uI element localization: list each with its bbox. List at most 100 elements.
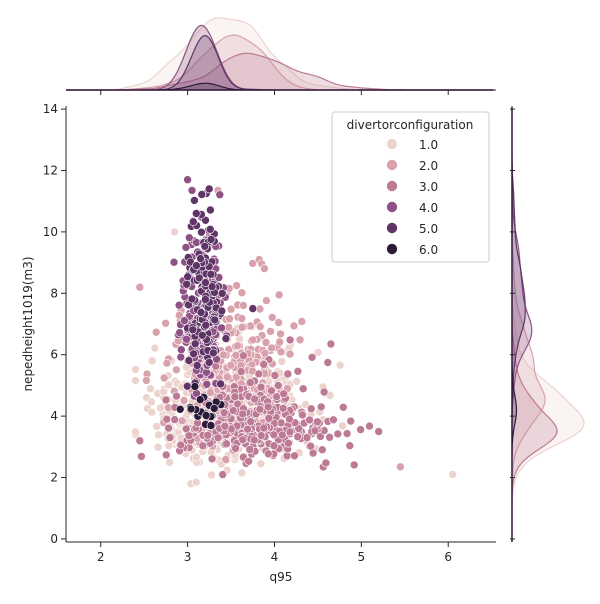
scatter-point	[262, 296, 271, 305]
scatter-point	[185, 233, 194, 242]
y-tick-label: 4	[50, 409, 58, 423]
scatter-point	[181, 243, 191, 252]
scatter-point	[146, 384, 155, 394]
scatter-point	[243, 424, 252, 434]
scatter-point	[275, 337, 285, 347]
y-tick-label: 10	[43, 225, 58, 239]
scatter-point	[177, 416, 187, 426]
scatter-point	[154, 430, 163, 440]
scatter-point	[150, 343, 160, 353]
scatter-point	[244, 456, 253, 466]
scatter-point	[209, 348, 218, 358]
scatter-point	[156, 403, 165, 413]
scatter-point	[283, 369, 293, 379]
legend-marker	[386, 222, 398, 234]
scatter-point	[335, 360, 345, 370]
scatter-point	[248, 335, 258, 345]
legend-label: 5.0	[419, 222, 438, 236]
scatter-point	[202, 379, 212, 389]
scatter-point	[239, 351, 248, 361]
legend-entries: 1.0 2.0 3.0 4.0 5.0 6.0	[386, 138, 438, 257]
scatter-point	[224, 322, 233, 332]
scatter-point	[190, 339, 200, 349]
series-5-0-points	[182, 184, 258, 391]
scatter-point	[290, 451, 299, 461]
scatter-point	[356, 425, 365, 434]
scatter-point	[329, 415, 338, 425]
scatter-point	[237, 322, 247, 332]
scatter-point	[213, 433, 223, 443]
scatter-point	[207, 470, 216, 480]
x-tick-label: 4	[271, 550, 279, 564]
scatter-point	[219, 408, 229, 418]
scatter-point	[197, 190, 207, 199]
scatter-point	[248, 304, 258, 313]
scatter-point	[255, 322, 265, 331]
legend-marker	[386, 180, 398, 192]
scatter-point	[274, 290, 284, 300]
scatter-point	[182, 279, 191, 289]
scatter-point	[175, 404, 185, 414]
scatter-point	[302, 433, 312, 442]
scatter-point	[365, 421, 374, 431]
legend: divertorconfiguration 1.0 2.0 3.0 4.0 5.0 6.0	[331, 111, 490, 263]
scatter-point	[276, 329, 285, 339]
scatter-point	[164, 380, 173, 390]
scatter-point	[346, 416, 356, 426]
scatter-point	[147, 356, 157, 366]
scatter-point	[195, 395, 205, 404]
scatter-point	[232, 281, 241, 290]
scatter-point	[285, 414, 294, 424]
scatter-point	[256, 431, 266, 440]
scatter-point	[269, 430, 279, 440]
scatter-point	[203, 430, 212, 440]
scatter-point	[165, 433, 175, 442]
right-marginal-kde	[511, 106, 585, 542]
scatter-point	[245, 445, 255, 454]
scatter-point	[285, 349, 295, 359]
scatter-point	[170, 227, 179, 237]
scatter-point	[176, 352, 186, 362]
scatter-points	[131, 175, 457, 489]
scatter-point	[239, 301, 248, 310]
scatter-point	[274, 318, 283, 327]
x-axis-ticks: 2 3 4 5 6	[97, 90, 452, 564]
scatter-point	[190, 196, 199, 205]
scatter-point	[159, 387, 168, 397]
scatter-point	[131, 376, 140, 385]
scatter-point	[238, 435, 247, 445]
scatter-point	[236, 367, 246, 376]
scatter-point	[198, 441, 208, 451]
scatter-point	[198, 330, 207, 340]
y-axis-label: nepedheight1019(m3)	[21, 256, 35, 391]
scatter-point	[338, 421, 347, 431]
legend-entry: 5.0	[386, 222, 438, 236]
scatter-point	[192, 238, 201, 247]
scatter-point	[313, 348, 323, 357]
scatter-point	[206, 388, 215, 397]
scatter-point	[317, 445, 327, 455]
scatter-point	[238, 409, 247, 419]
scatter-point	[182, 334, 191, 344]
scatter-point	[161, 450, 171, 460]
scatter-point	[205, 225, 215, 234]
x-tick-label: 2	[97, 550, 105, 564]
legend-box	[331, 111, 490, 263]
scatter-point	[277, 357, 287, 366]
scatter-point	[226, 304, 236, 314]
scatter-point	[131, 427, 140, 437]
y-tick-label: 12	[43, 163, 58, 177]
scatter-point	[170, 415, 179, 424]
scatter-point	[165, 457, 174, 467]
scatter-point	[277, 430, 287, 440]
scatter-point	[306, 441, 316, 451]
legend-label: 6.0	[419, 243, 438, 257]
scatter-point	[233, 341, 242, 351]
scatter-point	[183, 175, 192, 184]
y-tick-label: 6	[50, 348, 58, 362]
scatter-point	[196, 308, 206, 317]
scatter-point	[177, 345, 186, 355]
x-tick-label: 5	[358, 550, 366, 564]
